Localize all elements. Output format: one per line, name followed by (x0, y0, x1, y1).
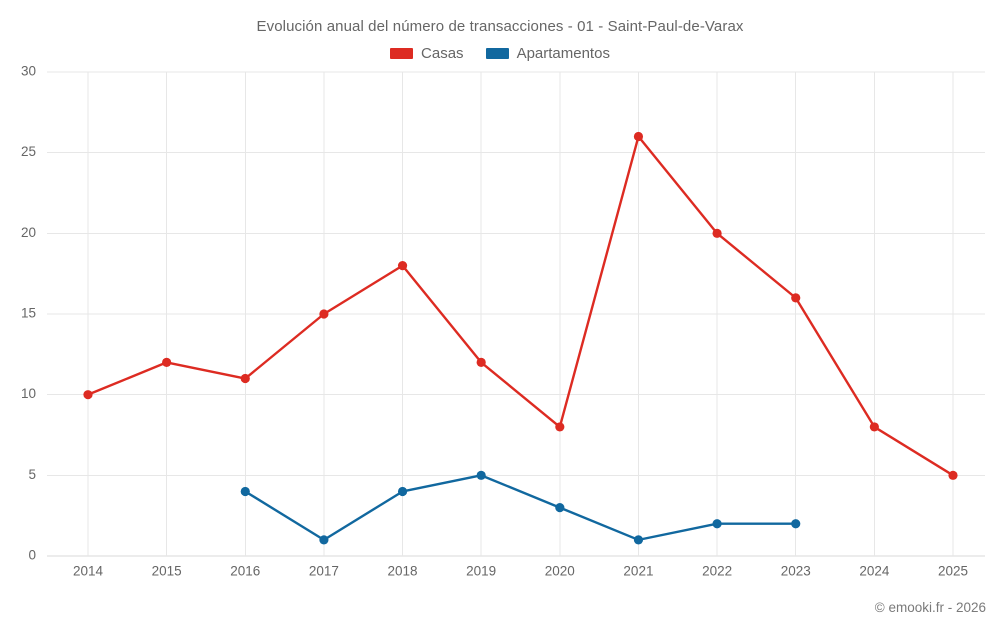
data-point-apartamentos[interactable] (791, 519, 801, 529)
data-point-casas[interactable] (319, 309, 329, 319)
data-point-casas[interactable] (948, 470, 958, 480)
data-point-apartamentos[interactable] (319, 535, 329, 545)
data-point-casas[interactable] (791, 293, 801, 303)
series-layer (83, 131, 958, 545)
y-tick-label: 30 (21, 64, 36, 79)
y-tick-label: 5 (28, 467, 36, 482)
x-tick-label: 2020 (545, 564, 575, 579)
series-line-casas (86, 135, 955, 477)
legend-item-casas[interactable]: Casas (390, 45, 464, 62)
data-point-casas[interactable] (476, 357, 486, 367)
legend-label-casas: Casas (421, 45, 464, 62)
data-point-casas[interactable] (869, 422, 879, 432)
y-tick-label: 25 (21, 144, 36, 159)
chart-title: Evolución anual del número de transaccio… (256, 18, 744, 35)
legend-swatch-casas (390, 48, 414, 59)
x-tick-label: 2015 (152, 564, 182, 579)
y-tick-label: 15 (21, 306, 36, 321)
data-point-casas[interactable] (240, 373, 250, 384)
x-tick-label: 2018 (388, 564, 418, 579)
data-point-apartamentos[interactable] (555, 503, 565, 513)
data-point-casas[interactable] (633, 131, 644, 142)
data-point-casas[interactable] (83, 390, 93, 400)
x-tick-label: 2014 (73, 564, 104, 579)
x-tick-label: 2024 (859, 564, 890, 579)
x-tick-label: 2021 (623, 564, 653, 579)
data-point-apartamentos[interactable] (476, 470, 486, 480)
data-point-apartamentos[interactable] (240, 486, 250, 497)
data-point-casas[interactable] (555, 422, 565, 432)
grid-layer (47, 71, 985, 557)
series-line-apartamentos (244, 474, 797, 542)
chart-legend: Casas Apartamentos (0, 45, 1000, 62)
x-axis-labels: 2014 2015 2016 2017 2018 2019 2020 2021 2022 2023… (73, 564, 968, 579)
copyright-credit: © emooki.fr - 2026 (874, 600, 986, 615)
data-point-apartamentos[interactable] (397, 486, 408, 497)
data-point-casas[interactable] (712, 228, 722, 238)
x-tick-label: 2023 (781, 564, 811, 579)
legend-item-apartamentos[interactable]: Apartamentos (485, 45, 610, 62)
x-tick-label: 2016 (230, 564, 260, 579)
legend-swatch-apartamentos (485, 48, 509, 59)
y-tick-label: 0 (28, 548, 36, 563)
y-axis-labels: 0 5 10 15 20 25 30 (21, 64, 36, 563)
data-point-casas[interactable] (162, 357, 172, 367)
y-tick-label: 20 (21, 225, 36, 240)
data-point-casas[interactable] (397, 261, 408, 271)
data-point-apartamentos[interactable] (633, 535, 644, 545)
data-point-apartamentos[interactable] (712, 519, 722, 529)
x-tick-label: 2019 (466, 564, 496, 579)
y-tick-label: 10 (21, 386, 36, 401)
x-tick-label: 2017 (309, 564, 339, 579)
x-tick-label: 2022 (702, 564, 732, 579)
x-tick-label: 2025 (938, 564, 968, 579)
legend-label-apartamentos: Apartamentos (516, 45, 610, 62)
